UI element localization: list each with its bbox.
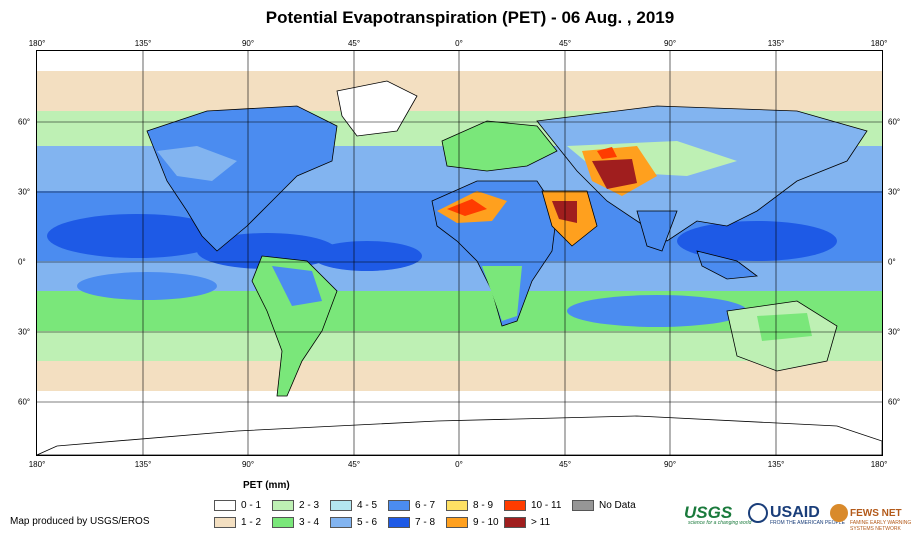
lon-tick-bottom: 45° (347, 460, 361, 469)
legend-swatch (504, 516, 526, 528)
usgs-logo: USGS (684, 503, 733, 522)
lat-tick-right: 30° (888, 327, 901, 337)
legend-swatch (214, 516, 236, 528)
lon-tick-top: 45° (558, 39, 572, 48)
legend-swatch (446, 499, 468, 511)
pet-map[interactable] (36, 50, 883, 456)
legend-swatch (446, 516, 468, 528)
legend-swatch (330, 516, 352, 528)
legend-swatch (330, 499, 352, 511)
lat-tick-right: 60° (888, 117, 901, 127)
legend-item: 7 - 8 (388, 516, 435, 528)
usgs-tagline: science for a changing world (688, 520, 752, 526)
lat-tick-right: 60° (888, 397, 901, 407)
legend-item: 9 - 10 (446, 516, 499, 528)
legend-swatch (388, 516, 410, 528)
legend-label: 4 - 5 (357, 499, 378, 511)
lon-tick-top: 180° (28, 39, 46, 48)
usaid-tagline: FROM THE AMERICAN PEOPLE (770, 520, 845, 526)
lon-tick-top: 90° (241, 39, 255, 48)
legend-swatch (272, 516, 294, 528)
legend-item: 1 - 2 (214, 516, 261, 528)
fews-text: FEWS NET (850, 507, 902, 519)
lat-tick-left: 60° (18, 397, 31, 407)
lon-tick-top: 135° (767, 39, 785, 48)
lat-tick-right: 0° (888, 257, 896, 267)
legend-label: 0 - 1 (241, 499, 262, 511)
legend-item: 3 - 4 (272, 516, 319, 528)
fews-logo: FEWS NET (830, 500, 902, 526)
legend-label: 8 - 9 (473, 499, 494, 511)
legend-item: 5 - 6 (330, 516, 377, 528)
legend-item: 8 - 9 (446, 499, 493, 511)
fews-globe-icon (830, 504, 848, 522)
lon-tick-top: 0° (455, 39, 463, 48)
usaid-text: USAID (770, 504, 820, 521)
legend-swatch (572, 499, 594, 511)
lon-tick-top: 90° (663, 39, 677, 48)
lon-tick-top: 135° (134, 39, 152, 48)
legend-label: 3 - 4 (299, 516, 320, 528)
credit-text: Map produced by USGS/EROS (10, 516, 150, 527)
lon-tick-bottom: 180° (870, 460, 888, 469)
legend-swatch (214, 499, 236, 511)
lon-tick-top: 45° (347, 39, 361, 48)
usaid-seal-icon (748, 503, 768, 523)
legend-swatch (272, 499, 294, 511)
legend-label: > 11 (531, 516, 550, 528)
lon-tick-bottom: 135° (134, 460, 152, 469)
lat-tick-left: 30° (18, 187, 31, 197)
usaid-logo: USAID (748, 500, 820, 526)
lon-tick-bottom: 90° (663, 460, 677, 469)
map-title: Potential Evapotranspiration (PET) - 06 … (265, 8, 675, 27)
legend-label: 10 - 11 (531, 499, 562, 511)
lat-tick-left: 60° (18, 117, 31, 127)
legend-item: No Data (572, 499, 636, 511)
fews-tagline: FAMINE EARLY WARNING SYSTEMS NETWORK (850, 520, 912, 532)
lon-tick-bottom: 135° (767, 460, 785, 469)
legend-label: 9 - 10 (473, 516, 499, 528)
legend-label: 1 - 2 (241, 516, 262, 528)
lon-tick-top: 180° (870, 39, 888, 48)
legend-title: PET (mm) (243, 480, 290, 491)
legend-label: No Data (599, 499, 636, 511)
lon-tick-bottom: 0° (455, 460, 463, 469)
lat-tick-left: 0° (18, 257, 26, 267)
lat-tick-left: 30° (18, 327, 31, 337)
legend-label: 5 - 6 (357, 516, 378, 528)
legend-item: 4 - 5 (330, 499, 377, 511)
lon-tick-bottom: 90° (241, 460, 255, 469)
legend-swatch (504, 499, 526, 511)
legend-item: 0 - 1 (214, 499, 261, 511)
lat-tick-right: 30° (888, 187, 901, 197)
lon-tick-bottom: 45° (558, 460, 572, 469)
legend-label: 7 - 8 (415, 516, 436, 528)
legend-item: > 11 (504, 516, 550, 528)
legend-swatch (388, 499, 410, 511)
legend-item: 2 - 3 (272, 499, 319, 511)
legend-item: 10 - 11 (504, 499, 561, 511)
legend-label: 2 - 3 (299, 499, 320, 511)
legend-label: 6 - 7 (415, 499, 436, 511)
legend-item: 6 - 7 (388, 499, 435, 511)
lon-tick-bottom: 180° (28, 460, 46, 469)
